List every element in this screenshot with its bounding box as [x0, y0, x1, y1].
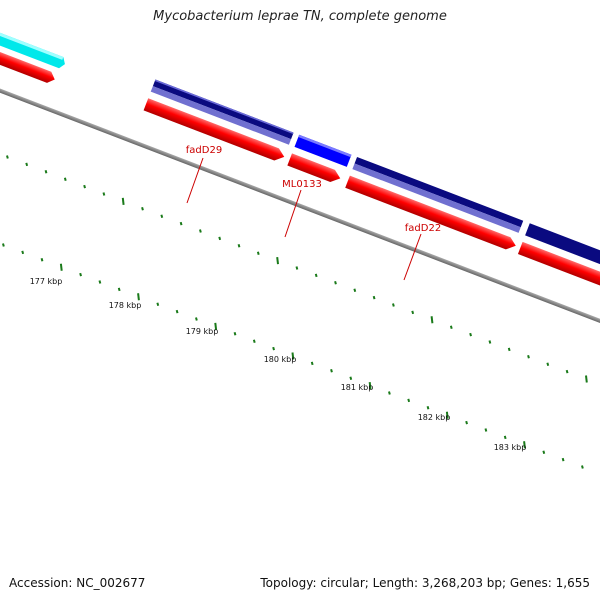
- ruler-label-179: 179 kbp: [186, 327, 219, 336]
- outer-tick: [179, 221, 183, 226]
- inner-tick: [252, 339, 256, 343]
- inner-tick: [195, 317, 198, 321]
- inner-tick: [233, 332, 237, 336]
- inner-tick: [98, 280, 102, 284]
- outer-tick: [392, 303, 395, 307]
- outer-tick: [565, 369, 569, 374]
- outer-tick: [102, 192, 106, 196]
- outer-tick: [488, 340, 492, 344]
- callout-fadD29: fadD29: [186, 145, 222, 204]
- ruler-label-180: 180 kbp: [264, 355, 297, 364]
- inner-tick: [175, 309, 179, 314]
- outer-tick: [314, 273, 318, 278]
- inner-tick: [349, 376, 353, 380]
- inner-tick: [542, 450, 546, 454]
- callout-fadD22: fadD22: [403, 223, 441, 281]
- accession-text: Accession: NC_002677: [9, 576, 146, 590]
- inner-tick: [291, 352, 295, 360]
- outer-tick: [372, 295, 376, 300]
- gene-fadD22[interactable]: [352, 156, 524, 233]
- inner-tick: [484, 428, 488, 432]
- callout-ML0133: ML0133: [282, 179, 322, 238]
- inner-tick: [117, 287, 121, 292]
- outer-tick: [237, 244, 241, 248]
- outer-tick: [160, 214, 164, 218]
- gene-fadD29[interactable]: [150, 79, 294, 145]
- cds-fadD22[interactable]: [345, 175, 518, 253]
- outer-tick: [121, 197, 125, 206]
- ruler-tick-track: [2, 243, 584, 469]
- outer-tick: [546, 362, 550, 366]
- inner-tick: [156, 302, 160, 306]
- inner-tick: [426, 406, 430, 410]
- inner-tick: [523, 441, 526, 449]
- ruler-label-183: 183 kbp: [494, 443, 527, 452]
- outer-tick: [411, 310, 415, 315]
- outer-tick: [199, 229, 202, 233]
- genome-summary-text: Topology: circular; Length: 3,268,203 bp…: [260, 576, 590, 590]
- inner-tick: [445, 411, 449, 419]
- ruler-labels: 177 kbp 178 kbp 179 kbp 180 kbp 181 kbp …: [30, 277, 527, 452]
- outer-tick: [276, 256, 279, 265]
- label-ML0133: ML0133: [282, 179, 322, 190]
- ruler-label-182: 182 kbp: [418, 413, 451, 422]
- inner-tick: [79, 272, 82, 277]
- gene-right[interactable]: [525, 223, 600, 343]
- gc-tick-track: [6, 155, 588, 383]
- cds-right[interactable]: [517, 241, 600, 333]
- gene-ML0133[interactable]: [294, 134, 352, 167]
- inner-tick: [21, 250, 25, 255]
- outer-tick: [507, 347, 511, 352]
- outer-tick: [256, 251, 260, 255]
- outer-tick: [25, 162, 29, 167]
- ruler-label-178: 178 kbp: [109, 301, 142, 310]
- cds-ML0133[interactable]: [287, 153, 342, 184]
- inner-tick: [503, 435, 507, 440]
- inner-tick: [137, 293, 140, 301]
- outer-tick: [63, 177, 67, 181]
- outer-tick: [83, 184, 86, 189]
- map-title: Mycobacterium leprae TN, complete genome: [153, 9, 447, 24]
- inner-tick: [388, 391, 391, 395]
- outer-tick: [430, 316, 434, 324]
- feature-track: [0, 16, 600, 343]
- outer-tick: [353, 288, 357, 292]
- label-fadD22: fadD22: [405, 223, 441, 234]
- outer-tick: [6, 155, 9, 159]
- inner-tick: [581, 465, 584, 469]
- ruler-label-177: 177 kbp: [30, 277, 63, 286]
- inner-tick: [310, 361, 314, 366]
- inner-tick: [368, 381, 372, 390]
- genome-backbone: [0, 36, 600, 399]
- inner-tick: [465, 420, 468, 425]
- cds-fadD29[interactable]: [143, 98, 287, 163]
- outer-tick: [218, 236, 222, 241]
- outer-tick: [141, 207, 144, 211]
- inner-tick: [407, 398, 411, 403]
- outer-tick: [469, 332, 472, 337]
- cds-left[interactable]: [0, 33, 57, 85]
- inner-tick: [214, 322, 218, 331]
- outer-tick: [44, 170, 48, 174]
- inner-tick: [272, 346, 275, 351]
- outer-tick: [527, 355, 530, 359]
- label-fadD29: fadD29: [186, 145, 222, 156]
- inner-tick: [561, 457, 565, 462]
- outer-tick: [585, 375, 588, 383]
- inner-tick: [330, 369, 333, 373]
- inner-tick: [59, 263, 63, 271]
- inner-tick: [2, 243, 5, 247]
- inner-tick: [40, 258, 44, 262]
- ruler-label-181: 181 kbp: [341, 383, 374, 392]
- gene-cyan[interactable]: [0, 16, 67, 70]
- outer-tick: [334, 281, 337, 285]
- outer-tick: [449, 325, 453, 329]
- outer-tick: [295, 266, 299, 270]
